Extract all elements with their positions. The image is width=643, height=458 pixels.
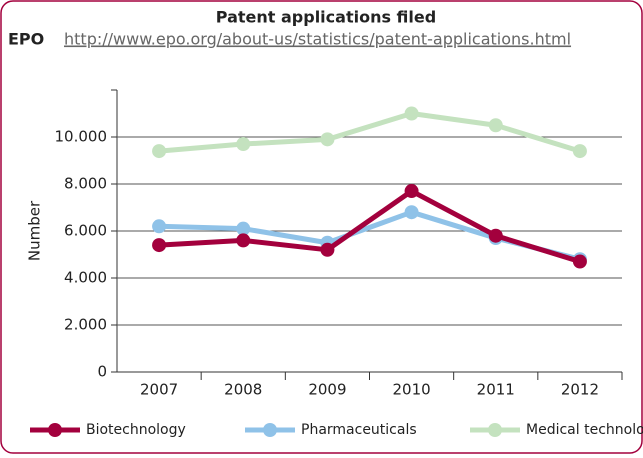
- legend-label: Medical technology: [526, 422, 643, 438]
- point: [572, 254, 587, 269]
- x-tick-label: 2011: [477, 381, 515, 399]
- source: EPO: [8, 30, 44, 49]
- point: [152, 219, 167, 234]
- y-tick-label: 6.000: [64, 222, 107, 240]
- point: [236, 233, 251, 248]
- x-tick-label: 2012: [561, 381, 599, 399]
- legend-marker: [48, 423, 62, 437]
- legend-marker: [263, 423, 277, 437]
- point: [488, 118, 503, 133]
- source-link[interactable]: http://www.epo.org/about-us/statistics/p…: [64, 30, 571, 49]
- point: [572, 144, 587, 159]
- series-line: [158, 188, 581, 264]
- x-tick-label: 2010: [392, 381, 430, 399]
- point: [488, 228, 503, 243]
- point: [404, 184, 419, 199]
- legend-label: Pharmaceuticals: [301, 422, 417, 438]
- x-tick-label: 2009: [308, 381, 346, 399]
- legend-marker: [488, 423, 502, 437]
- x-tick-label: 2008: [224, 381, 262, 399]
- point: [152, 238, 167, 253]
- y-tick-label: 4.000: [64, 269, 107, 287]
- x-tick-label: 2007: [140, 381, 178, 399]
- y-tick-label: 8.000: [64, 175, 107, 193]
- point: [236, 137, 251, 152]
- point: [320, 132, 335, 147]
- series-line: [158, 111, 581, 154]
- point: [404, 106, 419, 121]
- point: [152, 144, 167, 159]
- y-axis-label: Number: [26, 200, 44, 261]
- y-tick-label: 0: [97, 363, 107, 381]
- legend-label: Biotechnology: [86, 422, 186, 438]
- point: [404, 205, 419, 220]
- y-tick-label: 2.000: [64, 316, 107, 334]
- point: [320, 242, 335, 257]
- point: [236, 221, 251, 236]
- y-tick-label: 10.000: [55, 128, 108, 146]
- chart-title: Patent applications filed: [216, 8, 436, 27]
